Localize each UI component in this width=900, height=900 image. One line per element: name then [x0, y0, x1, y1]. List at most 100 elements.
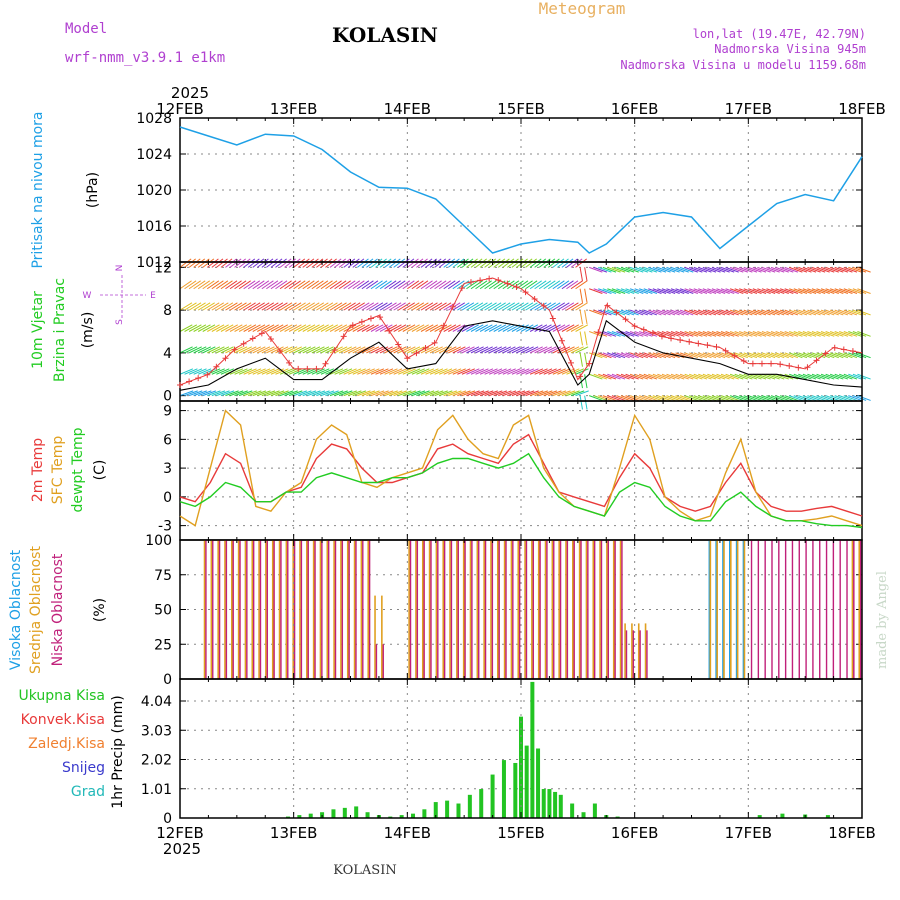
wind-barb [511, 302, 525, 311]
wind-barb [607, 373, 621, 380]
wind-gust-marker [495, 277, 502, 284]
wind-barb [243, 390, 257, 397]
wind-barb [411, 346, 425, 354]
wind-barb [839, 395, 853, 401]
cloud-bar-low [314, 540, 316, 679]
wind-barb [557, 368, 571, 375]
wind-barb [252, 258, 265, 268]
wind-barb [216, 346, 230, 354]
wind-barb [493, 346, 507, 354]
wind-barb [266, 258, 278, 268]
wind-barb [384, 368, 398, 375]
wind-barb [284, 258, 297, 268]
wind-barb [607, 352, 621, 359]
wind-barb [857, 331, 871, 337]
wind-barb [320, 368, 335, 375]
precip-bar [547, 789, 552, 818]
wind-barb [702, 395, 717, 401]
cloud-bar-low [218, 540, 221, 679]
wind-barb [670, 373, 685, 380]
wind-barb [811, 352, 826, 359]
wind-barb [343, 302, 356, 311]
wind-barb [516, 346, 530, 354]
wind-barb [370, 390, 385, 397]
wind-barb [334, 280, 347, 290]
cloud-bar-low [327, 540, 330, 679]
cloud-bar-low [798, 540, 800, 679]
wind-barb [639, 309, 653, 316]
wind-gust-marker [686, 338, 693, 345]
wind-barb [207, 302, 220, 311]
wind-barb [338, 346, 352, 354]
wind-barb [766, 266, 780, 273]
wind-barb [284, 346, 298, 354]
wind-barb [434, 368, 448, 375]
wind-barb [543, 368, 557, 375]
wind-barb [702, 352, 717, 359]
wind-gust-marker [231, 346, 238, 353]
wind-barb [529, 258, 542, 268]
wind-barb [370, 258, 383, 268]
cloud-bar-mid [237, 540, 240, 679]
cloud-bar-mid [599, 540, 601, 679]
wind-barb [202, 390, 217, 397]
wind-barb [352, 324, 366, 332]
wind-barb [234, 324, 248, 332]
wind-barb [766, 288, 780, 295]
cloud-bar-mid [624, 623, 626, 679]
wind-barb [411, 324, 425, 332]
wind-barb [534, 280, 547, 290]
cloud-bar-low [532, 540, 534, 679]
wind-barb [589, 331, 603, 337]
wind-gust-marker [377, 314, 384, 321]
temperature-line-0 [179, 433, 863, 517]
wind-barb [234, 390, 248, 397]
cloud-bar-low [512, 540, 514, 679]
precip-bar [513, 762, 518, 818]
wind-barb [748, 266, 762, 273]
wind-barb [338, 258, 351, 268]
wind-barb [202, 302, 215, 311]
wind-barb [529, 346, 543, 354]
wind-barb [425, 368, 439, 375]
wind-barb [298, 368, 312, 375]
wind-barb [284, 368, 298, 375]
wind-barb [320, 346, 334, 354]
wind-barb [529, 324, 543, 332]
wind-barb [684, 352, 699, 359]
wind-barb [579, 267, 583, 282]
wind-barb [343, 368, 357, 375]
wind-barb [347, 258, 360, 268]
wind-barb [475, 346, 489, 354]
temp-dewpt-label: dewpt Temp [70, 427, 86, 512]
cloud-bar-low [546, 540, 548, 679]
wind-barb [634, 395, 648, 401]
wind-barb [470, 346, 484, 354]
wind-barb [461, 368, 475, 375]
wind-barb [593, 288, 608, 295]
wind-barb [416, 324, 429, 332]
wind-barb [252, 390, 267, 397]
wind-barb [416, 368, 430, 375]
wind-gust-marker [713, 343, 720, 350]
wind-barb [707, 288, 721, 295]
wind-barb [525, 368, 539, 375]
wind-barb [179, 346, 193, 354]
cloud-bar-mid [306, 540, 308, 679]
wind-barb [206, 280, 220, 290]
wind-barb [648, 266, 662, 273]
wind-barb [275, 390, 289, 397]
cloud-bar-low [205, 540, 207, 679]
precip-bar [342, 807, 347, 818]
top-date-label: 12FEB [156, 100, 203, 118]
wind-barb [466, 258, 478, 268]
cloud-bar-mid [585, 540, 588, 679]
wind-barb [338, 280, 351, 290]
wind-barb [357, 324, 370, 332]
wind-barb [184, 302, 197, 311]
wind-barb [820, 309, 835, 316]
wind-barb [834, 309, 849, 316]
wind-barb [534, 390, 548, 397]
cloud-bar-mid [428, 540, 431, 679]
wind-barb [848, 352, 862, 359]
